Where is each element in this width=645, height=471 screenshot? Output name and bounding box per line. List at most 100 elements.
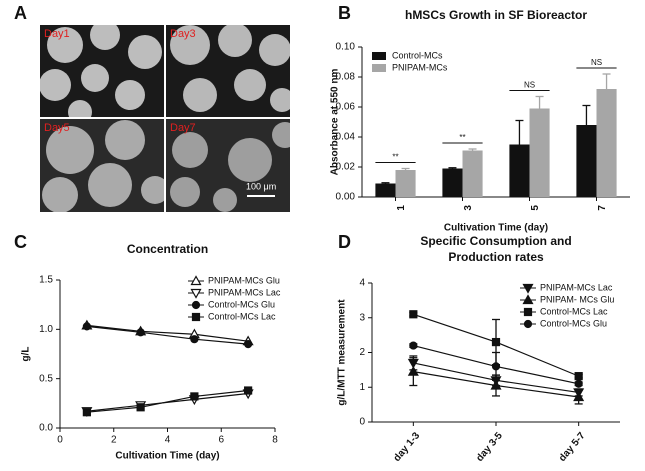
y-tick-label: 0.5 [39, 373, 53, 384]
significance-label: NS [524, 81, 535, 90]
chart-title: Specific Consumption and [420, 234, 571, 248]
legend-label: PNIPAM-MCs Glu [208, 275, 280, 285]
legend-swatch [372, 64, 386, 72]
panel-label: D [338, 232, 351, 252]
marker [574, 379, 583, 388]
x-tick-label: 6 [218, 435, 224, 446]
marker [190, 335, 199, 344]
line [86, 389, 249, 413]
line [86, 325, 249, 345]
marker [409, 310, 418, 319]
bar [529, 108, 550, 197]
image-label: Day1 [44, 28, 70, 40]
marker [136, 403, 145, 412]
chart-title: Concentration [127, 242, 208, 256]
panel-a: A Day1 Day3 Day5 Day7 100 μm [14, 3, 290, 212]
y-tick-label: 4 [359, 278, 365, 289]
legend-label: Control-MCs [392, 50, 443, 60]
y-tick-label: 0.04 [336, 132, 356, 143]
y-axis-label: g/L [21, 347, 32, 362]
x-tick-label: day 1-3 [392, 430, 423, 464]
marker [523, 307, 533, 317]
marker [491, 337, 501, 347]
scale-bar-label: 100 μm [246, 181, 276, 191]
y-tick-label: 0.00 [336, 192, 356, 203]
x-axis-label: Cultivation Time (day) [115, 451, 219, 462]
micrograph [40, 25, 164, 117]
marker [490, 379, 502, 390]
marker [190, 392, 199, 401]
significance-label: ** [392, 153, 398, 162]
y-axis-label: g/L/MTT measurement [337, 299, 348, 406]
marker [82, 322, 91, 331]
marker [244, 386, 253, 395]
image-label: Day5 [44, 122, 70, 134]
y-tick-label: 2 [359, 347, 365, 358]
y-tick-label: 1.0 [39, 324, 53, 335]
chart-title: hMSCs Growth in SF Bioreactor [405, 8, 587, 22]
micrograph [40, 119, 164, 212]
bar [395, 170, 416, 197]
bar [375, 183, 396, 197]
y-tick-label: 1 [359, 382, 365, 393]
chart-title: Production rates [448, 250, 544, 264]
legend-label: PNIPAM- MCs Glu [540, 294, 614, 304]
x-tick-label: day 3-5 [474, 430, 505, 464]
marker [573, 391, 585, 402]
marker [522, 294, 534, 305]
significance-label: NS [591, 58, 602, 67]
x-tick-label: 4 [165, 435, 171, 446]
marker [574, 372, 583, 381]
panel-label: A [14, 3, 27, 23]
bar [576, 125, 597, 197]
panel-label: C [14, 232, 27, 252]
marker [190, 288, 202, 299]
legend-swatch [372, 52, 386, 60]
panel-label: B [338, 3, 351, 23]
x-tick-label: day 5-7 [557, 430, 588, 464]
x-tick-label: 7 [597, 205, 608, 211]
y-tick-label: 3 [359, 312, 365, 323]
legend-label: PNIPAM-MCs [392, 62, 448, 72]
micrograph [166, 25, 290, 117]
marker [409, 341, 418, 350]
y-tick-label: 0.06 [336, 102, 356, 113]
marker [82, 408, 91, 417]
legend-label: PNIPAM-MCs Lac [208, 287, 281, 297]
image-label: Day3 [170, 28, 196, 40]
bar [462, 150, 483, 197]
y-tick-label: 1.5 [39, 275, 53, 286]
marker [191, 312, 201, 322]
y-tick-label: 0.02 [336, 162, 356, 173]
x-tick-label: 3 [463, 205, 474, 211]
y-tick-label: 0.0 [39, 423, 53, 434]
x-axis-label: Cultivation Time (day) [444, 223, 548, 234]
bar [442, 168, 463, 197]
significance-label: ** [459, 133, 465, 142]
marker [136, 328, 145, 337]
legend-label: Control-MCs Glu [208, 299, 275, 309]
x-tick-label: 0 [57, 435, 63, 446]
line [86, 324, 249, 342]
bar [509, 144, 530, 197]
marker [407, 365, 419, 376]
legend-label: PNIPAM-MCs Lac [540, 282, 613, 292]
marker [522, 283, 534, 294]
marker [523, 319, 533, 329]
marker [244, 340, 253, 349]
legend-label: Control-MCs Lac [208, 311, 276, 321]
legend-label: Control-MCs Lac [540, 306, 608, 316]
x-tick-label: 2 [111, 435, 117, 446]
x-tick-label: 1 [396, 205, 407, 211]
marker [491, 362, 501, 371]
y-tick-label: 0.10 [336, 42, 356, 53]
bar [596, 89, 617, 197]
marker [190, 275, 202, 286]
y-tick-label: 0.08 [336, 72, 356, 83]
y-tick-label: 0 [359, 417, 365, 428]
x-tick-label: 5 [530, 205, 541, 211]
y-axis-label: Absorbance at 550 nm [330, 69, 341, 176]
image-label: Day7 [170, 122, 196, 134]
legend-label: Control-MCs Glu [540, 318, 607, 328]
